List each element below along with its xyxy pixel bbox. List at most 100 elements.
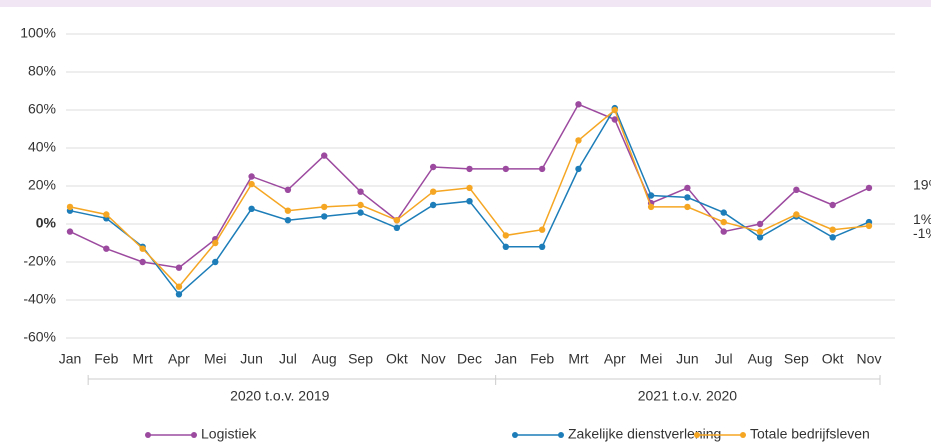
data-point [139,258,146,266]
data-point [139,245,146,252]
x-tick-label: Apr [168,351,190,367]
data-point [538,226,546,233]
data-point [647,203,655,211]
legend-dot [512,432,518,438]
data-point [720,209,727,216]
y-tick-label: 0% [36,215,57,231]
y-tick-label: 100% [20,25,56,41]
data-point [466,198,473,205]
legend-dot [740,432,746,438]
data-point [756,228,764,235]
x-tick-label: Mrt [133,351,153,367]
x-tick-label: Nov [421,351,446,367]
data-point [793,186,800,193]
data-point [720,218,727,226]
x-tick-label: Jul [715,351,733,367]
data-point [284,217,292,224]
data-point [357,188,364,195]
x-tick-label: Okt [822,351,844,367]
data-point [103,211,110,218]
x-tick-label: Feb [530,351,554,367]
data-point [429,201,437,209]
data-point [720,228,727,235]
data-point [575,165,582,173]
x-tick-label: Sep [784,351,809,367]
y-tick-label: -60% [23,329,56,345]
x-tick-label: Jun [676,351,699,367]
x-tick-label: Jul [279,351,297,367]
data-point [284,207,292,214]
x-tick-label: Feb [94,351,118,367]
data-point [248,205,255,212]
end-label: 1% [913,211,931,227]
data-point [66,228,74,235]
x-tick-label: Mei [640,351,663,367]
data-point [756,234,764,241]
x-tick-label: Jun [240,351,263,367]
x-tick-label: Mei [204,351,227,367]
data-point [793,211,800,218]
data-point [684,184,691,192]
data-point [502,165,510,173]
x-tick-label: Okt [386,351,408,367]
data-point [212,258,219,266]
y-tick-label: 60% [28,101,56,117]
data-point [248,173,255,180]
data-point [865,184,873,192]
x-tick-label: Jan [59,351,82,367]
data-point [175,291,183,298]
data-point [212,239,219,247]
data-point [575,137,582,144]
y-tick-label: 40% [28,139,56,155]
legend-dot [694,432,700,438]
group-label: 2021 t.o.v. 2020 [638,388,738,404]
data-point [429,163,437,171]
data-point [611,106,618,114]
x-tick-label: Aug [312,351,337,367]
data-point [829,201,836,209]
data-point [321,152,328,159]
data-point [357,201,364,209]
data-point [248,180,255,188]
data-point [466,184,473,192]
data-point [175,264,183,271]
data-point [393,217,401,224]
data-point [66,203,74,211]
x-tick-label: Sep [348,351,373,367]
end-label: 19% [913,177,931,193]
data-point [393,224,401,231]
data-point [756,220,764,228]
data-point [684,194,691,201]
legend-label: Logistiek [201,426,257,442]
data-point [829,234,836,241]
data-point [502,243,510,250]
data-point [429,188,437,195]
data-point [538,165,546,173]
x-tick-label: Dec [457,351,482,367]
x-tick-label: Jan [495,351,518,367]
data-point [103,245,110,252]
y-tick-label: -20% [23,253,56,269]
legend-label: Totale bedrijfsleven [750,426,870,442]
y-tick-label: -40% [23,291,56,307]
data-point [321,213,328,220]
data-point [321,203,328,211]
end-label: -1% [913,225,931,241]
data-point [284,186,292,193]
y-tick-label: 80% [28,63,56,79]
data-point [575,101,582,108]
legend-label: Zakelijke dienstverlening [568,426,721,442]
x-tick-label: Apr [604,351,626,367]
data-point [502,232,510,239]
data-point [647,192,655,199]
data-point [357,209,364,216]
x-tick-label: Nov [857,351,882,367]
data-point [466,165,473,173]
x-tick-label: Mrt [568,351,588,367]
data-point [865,222,873,230]
legend-dot [558,432,564,438]
data-point [538,243,546,250]
data-point [829,226,836,233]
x-tick-label: Aug [748,351,773,367]
